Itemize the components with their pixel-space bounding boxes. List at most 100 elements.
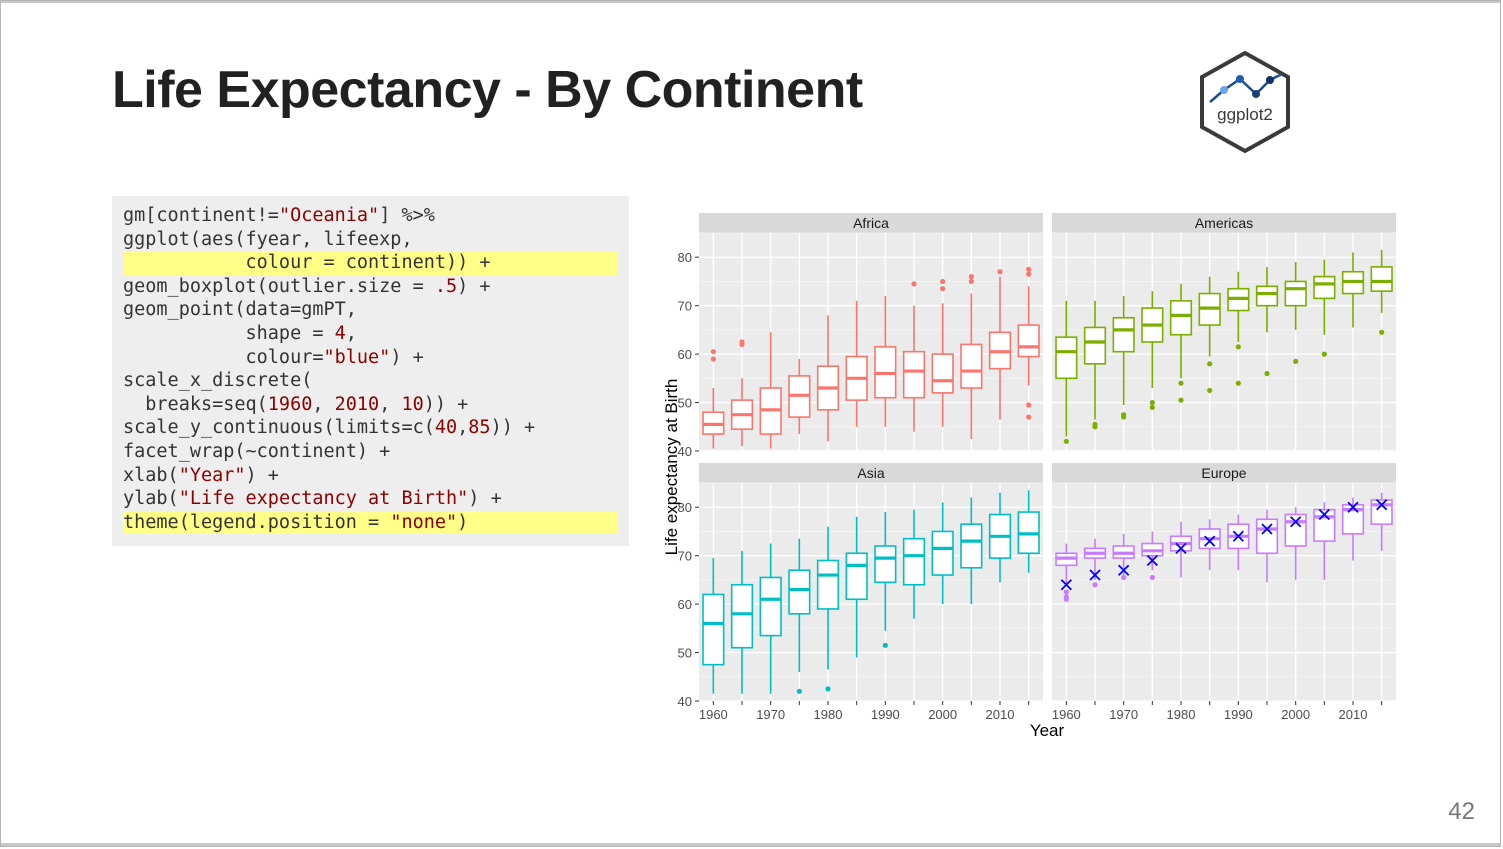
facet-label: Americas (1195, 215, 1253, 231)
code-line: scale_y_continuous(limits=c(40,85)) + (123, 416, 618, 440)
ggplot2-logo: ggplot2 (1200, 50, 1290, 154)
marker-stroke (1318, 508, 1330, 521)
code-line: ylab("Life expectancy at Birth") + (123, 487, 618, 511)
y-tick-label: 50 (678, 396, 692, 411)
boxplot-box (1017, 490, 1040, 573)
outlier-point (1121, 574, 1127, 581)
code-token: 4 (334, 322, 346, 344)
code-token: , (345, 322, 357, 344)
boxplot-box (759, 543, 782, 694)
outlier-point (1121, 414, 1127, 420)
x-tick-label: 1960 (699, 707, 728, 722)
boxplot-box (730, 378, 754, 447)
boxplot-box (1284, 507, 1307, 580)
boxplot-box (1313, 502, 1336, 580)
code-token: 40 (434, 417, 458, 439)
boxplot-box (1083, 300, 1107, 420)
summary-marker (1175, 542, 1187, 555)
outlier-point (1149, 399, 1155, 406)
code-token: theme(legend.position = (123, 511, 391, 533)
outlier-point (825, 686, 831, 692)
code-token: , (457, 417, 469, 439)
box-iqr (1169, 300, 1193, 336)
code-token: scale_y_continuous(limits=c( (123, 417, 435, 439)
boxplot-box (1227, 271, 1250, 342)
panel-background (699, 483, 1043, 701)
boxplot-box (874, 295, 897, 427)
box-iqr (960, 343, 983, 389)
outlier-point (940, 286, 946, 292)
box-iqr (1083, 326, 1107, 365)
boxplot-box (1198, 519, 1221, 571)
box-iqr (1313, 275, 1336, 300)
outlier-point (1026, 414, 1032, 420)
facet-strip (699, 213, 1043, 233)
outlier-point (940, 278, 946, 285)
outlier-point (1264, 370, 1270, 377)
outlier-point (710, 349, 716, 355)
code-token: 2010 (334, 393, 380, 415)
code-line: theme(legend.position = "none") (123, 510, 618, 535)
boxplot-box (1341, 252, 1365, 328)
facet-label: Europe (1201, 465, 1246, 481)
outlier-point (739, 341, 745, 348)
x-tick-label: 1970 (756, 707, 785, 722)
boxplot-box (759, 332, 782, 449)
box-iqr (1284, 280, 1307, 307)
summary-marker (1376, 499, 1388, 511)
summary-marker (1089, 569, 1101, 581)
outlier-point (710, 356, 716, 362)
facet-panel: Asia 40 50 60 70 80 1960 1970 1980 1990 2000 2010 (678, 463, 1043, 722)
marker-stroke (1290, 516, 1302, 528)
box-iqr (1017, 324, 1040, 358)
outlier-point (882, 642, 888, 648)
marker-stroke (1232, 530, 1244, 542)
code-token: ) (457, 511, 469, 533)
summary-marker (1232, 530, 1244, 542)
code-line: geom_boxplot(outlier.size = .5) + (123, 275, 618, 299)
code-token: xlab( (123, 464, 179, 486)
box-iqr (902, 537, 926, 586)
outlier-point (1207, 387, 1213, 394)
code-token: 10 (401, 393, 424, 415)
box-iqr (874, 545, 897, 584)
boxplot-box (874, 512, 897, 631)
box-iqr (1284, 513, 1307, 547)
box-iqr (1112, 316, 1135, 353)
facet-strip (1052, 463, 1396, 483)
code-line: ggplot(aes(fyear, lifeexp, (123, 228, 618, 252)
boxplot-box (1255, 509, 1279, 583)
marker-stroke (1060, 579, 1072, 591)
boxplot-box (1055, 300, 1078, 437)
box-iqr (1255, 285, 1279, 307)
code-token: ] %>% (379, 205, 435, 226)
boxplot-box (988, 492, 1012, 583)
boxplot-box (1017, 286, 1040, 386)
code-token: 1960 (267, 393, 313, 415)
facet-panel: Africa 40 50 60 70 80 (678, 213, 1043, 459)
facet-panel: Europe 1960 1970 1980 1990 2000 2010 (1052, 463, 1396, 722)
boxplot-box (816, 315, 840, 442)
box-iqr (759, 576, 782, 637)
boxplot-box (1141, 531, 1164, 571)
outlier-point (911, 281, 917, 287)
code-token: ) + (457, 275, 491, 297)
facet-panel: Americas (1052, 213, 1396, 452)
marker-stroke (1261, 523, 1273, 535)
outlier-point (796, 688, 802, 694)
code-block: gm[continent!="Oceania"] %>% ggplot(aes(f… (112, 196, 629, 546)
x-axis-title: Year (1030, 721, 1065, 740)
boxplot-box (902, 509, 926, 619)
facet-label: Asia (857, 465, 884, 481)
boxplot-box (730, 550, 754, 694)
code-line: colour="blue") + (123, 346, 618, 370)
outlier-point (1092, 424, 1098, 430)
slide-number: 42 (1448, 798, 1475, 825)
y-tick-label: 60 (678, 597, 692, 612)
summary-marker (1347, 501, 1359, 513)
code-token: 85 (468, 417, 491, 439)
boxplot-box (1284, 262, 1307, 330)
outlier-point (1178, 380, 1184, 386)
summary-marker (1318, 508, 1330, 521)
summary-marker (1204, 535, 1216, 547)
